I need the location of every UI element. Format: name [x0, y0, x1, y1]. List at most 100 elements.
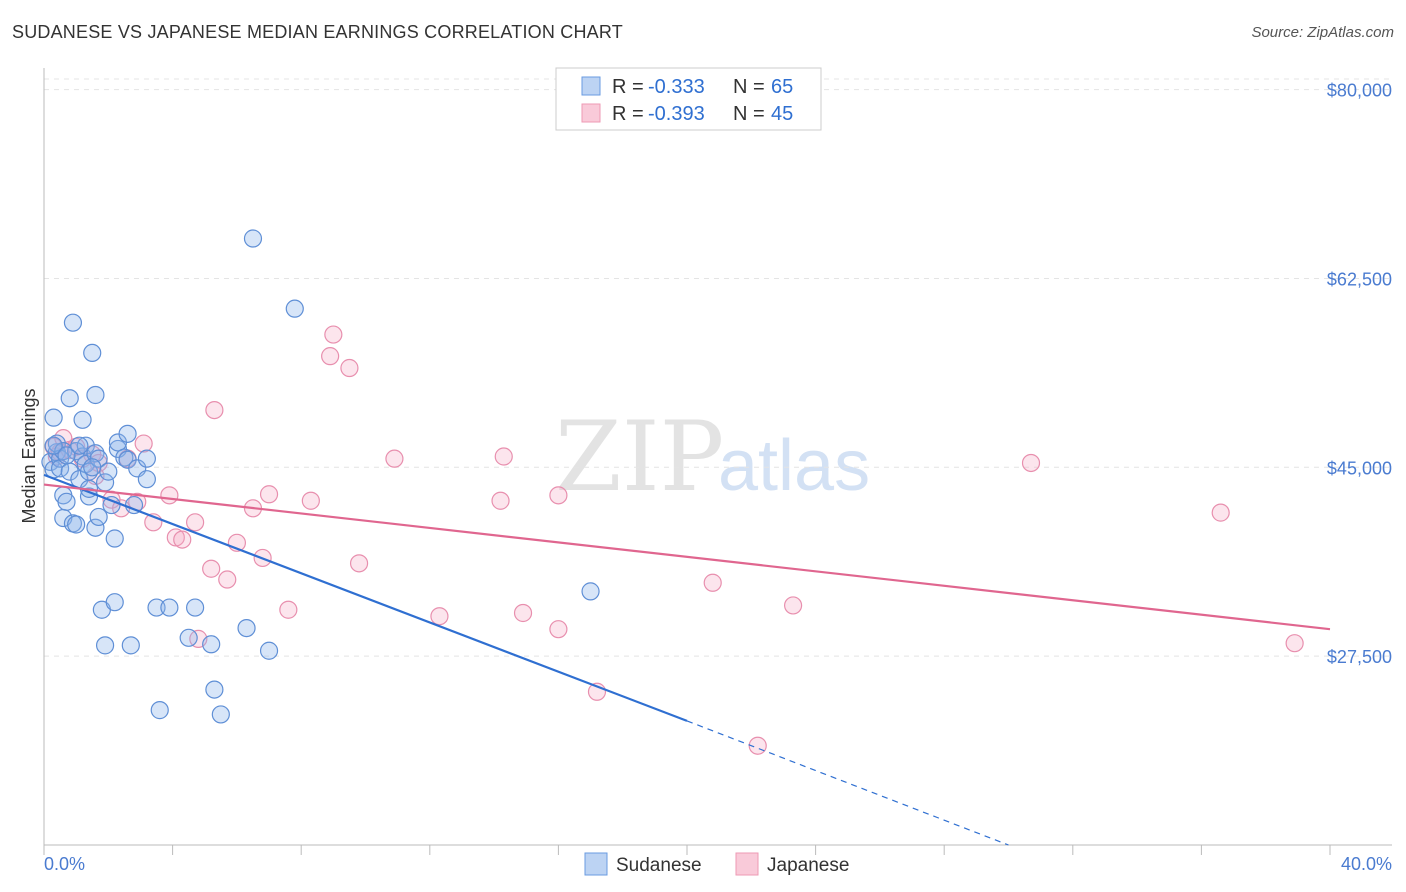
sudanese-point: [211, 705, 230, 724]
legend-r-value-1: -0.333: [648, 76, 705, 98]
japanese-point: [218, 570, 237, 589]
sudanese-point: [105, 529, 124, 548]
source-label: Source: ZipAtlas.com: [1251, 24, 1394, 41]
gridlines: [44, 78, 1392, 657]
sudanese-point: [63, 313, 83, 332]
japanese-point: [324, 325, 343, 344]
japanese-point: [1021, 453, 1041, 473]
sudanese-trend-line: [43, 473, 688, 722]
sudanese-point: [89, 507, 108, 527]
watermark-atlas: atlas: [718, 426, 870, 506]
japanese-point: [385, 449, 404, 468]
chart-title: SUDANESE VS JAPANESE MEDIAN EARNINGS COR…: [12, 22, 623, 42]
sudanese-point: [99, 462, 118, 481]
bottom-legend-japanese: Japanese: [767, 855, 849, 876]
sudanese-point: [581, 582, 600, 601]
sudanese-point: [57, 446, 76, 465]
japanese-point: [202, 559, 221, 578]
y-tick-label: $45,000: [1327, 458, 1392, 478]
x-tick-label-max: 40.0%: [1341, 854, 1392, 874]
sudanese-point: [70, 436, 89, 455]
sudanese-point: [83, 458, 102, 477]
sudanese-trend-extension: [686, 720, 1009, 846]
bottom-legend-swatch-japanese: [735, 852, 759, 876]
japanese-point: [549, 486, 568, 505]
sudanese-point: [76, 436, 95, 455]
japanese-point: [494, 447, 513, 466]
sudanese-point: [243, 229, 263, 248]
bottom-legend-swatch-sudanese: [584, 852, 608, 876]
sudanese-points: [41, 229, 600, 724]
sudanese-point: [47, 434, 66, 453]
legend-swatch-sudanese: [581, 76, 601, 96]
sudanese-point: [118, 424, 137, 443]
sudanese-point: [86, 444, 105, 463]
japanese-point: [549, 620, 568, 639]
trend-lines: [43, 473, 1331, 846]
y-tick-label: $62,500: [1327, 269, 1392, 289]
japanese-point: [340, 358, 359, 378]
sudanese-point: [67, 515, 86, 534]
japanese-point: [783, 596, 803, 615]
x-tick-label-min: 0.0%: [44, 854, 85, 874]
legend-n-label-1: N =: [733, 76, 765, 98]
y-tick-label: $80,000: [1327, 81, 1392, 101]
legend-n-value-1: 65: [771, 76, 793, 98]
japanese-point: [1285, 634, 1304, 653]
sudanese-point: [44, 436, 63, 455]
japanese-trend-line: [43, 483, 1331, 631]
japanese-point: [321, 347, 340, 366]
sudanese-point: [73, 410, 92, 429]
japanese-point: [703, 573, 722, 592]
japanese-point: [205, 400, 224, 420]
sudanese-point: [95, 636, 115, 655]
legend-r-value-2: -0.393: [648, 103, 705, 125]
japanese-points: [44, 325, 1304, 755]
japanese-point: [173, 530, 192, 549]
japanese-point: [160, 486, 179, 505]
sudanese-point: [57, 492, 76, 511]
sudanese-point: [147, 598, 166, 617]
sudanese-point: [137, 470, 156, 489]
japanese-point: [134, 434, 153, 453]
sudanese-point: [205, 680, 224, 699]
sudanese-point: [86, 385, 105, 405]
legend-n-label-2: N =: [733, 103, 765, 125]
japanese-point: [513, 603, 533, 623]
japanese-point: [1211, 503, 1230, 522]
series-legend: Sudanese Japanese: [584, 852, 849, 876]
sudanese-point: [202, 635, 221, 654]
watermark-zip: ZIP: [555, 401, 724, 513]
sudanese-point: [179, 628, 198, 647]
sudanese-point: [259, 641, 279, 660]
sudanese-point: [150, 701, 169, 720]
sudanese-point: [121, 636, 140, 655]
x-ticks: [43, 845, 1331, 855]
y-tick-labels: $27,500 $45,000 $62,500 $80,000: [1327, 81, 1392, 668]
japanese-point: [491, 491, 510, 510]
japanese-point: [259, 485, 279, 504]
bottom-legend-sudanese: Sudanese: [616, 855, 702, 876]
japanese-point: [301, 491, 320, 510]
y-axis-label: Median Earnings: [19, 388, 39, 523]
sudanese-point: [83, 343, 102, 362]
japanese-point: [186, 513, 205, 532]
sudanese-point: [285, 299, 304, 318]
japanese-point: [279, 600, 298, 619]
legend-swatch-japanese: [581, 103, 601, 123]
sudanese-point: [86, 518, 105, 537]
correlation-legend: R = -0.333 N = 65 R = -0.393 N = 45: [555, 67, 822, 131]
legend-r-label-2: R =: [612, 103, 644, 125]
sudanese-point: [105, 593, 124, 612]
sudanese-point: [60, 389, 79, 408]
sudanese-point: [160, 598, 179, 617]
japanese-point: [430, 607, 449, 626]
sudanese-point: [186, 598, 205, 617]
legend-n-value-2: 45: [771, 103, 793, 125]
sudanese-point: [115, 448, 134, 467]
y-tick-label: $27,500: [1327, 647, 1392, 667]
sudanese-point: [237, 618, 256, 638]
sudanese-point: [44, 408, 63, 427]
legend-r-label-1: R =: [612, 76, 644, 98]
